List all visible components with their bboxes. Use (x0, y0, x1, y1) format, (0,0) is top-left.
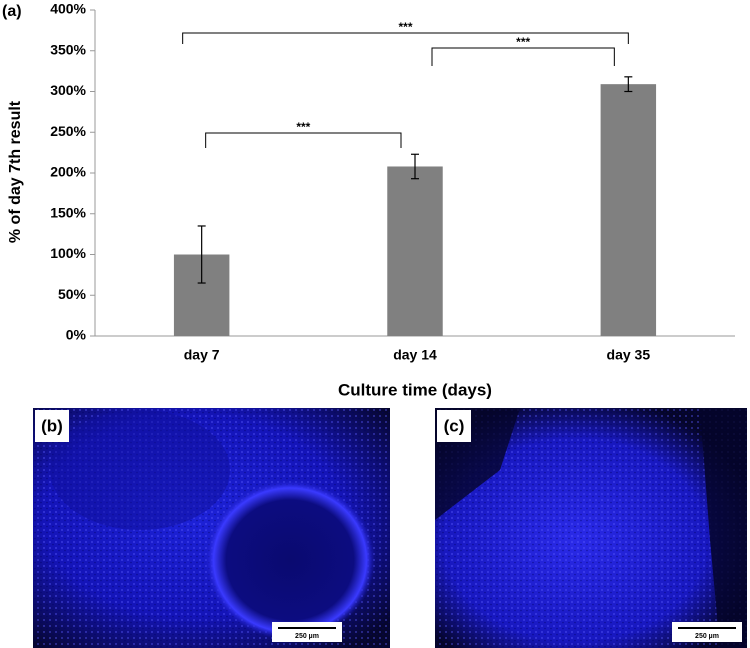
y-axis-label: % of day 7th result (7, 100, 24, 243)
label-box (35, 410, 69, 442)
significance-bracket (182, 32, 629, 44)
cell-cluster (50, 410, 230, 530)
y-tick-label: 300% (50, 82, 86, 98)
x-tick-label: day 7 (184, 347, 220, 363)
plot: 0% 50% 100% 150% 200% 250% 300% 350% 400% day 7 da… (50, 1, 735, 363)
scale-label: 250 µm (695, 633, 719, 640)
y-tick-label: 100% (50, 245, 86, 261)
x-axis-label: Culture time (days) (338, 380, 492, 399)
scale-label: 250 µm (295, 633, 319, 640)
y-tick-label: 50% (58, 286, 87, 302)
significance-label: *** (516, 35, 530, 49)
dark-region (700, 408, 747, 648)
x-tick-label: day 14 (393, 347, 437, 363)
y-tick-label: 200% (50, 164, 86, 180)
image-b: (b) 250 µm (33, 408, 390, 648)
significance-bracket (431, 47, 615, 66)
image-c: (c) 250 µm (435, 408, 747, 648)
x-tick-label: day 35 (607, 347, 651, 363)
panel-label: (c) (444, 416, 465, 435)
y-tick-label: 150% (50, 204, 86, 220)
bar (600, 84, 657, 336)
bar (387, 166, 443, 336)
panel-label: (a) (2, 3, 22, 20)
significance-bracket (205, 132, 402, 148)
y-tick-label: 350% (50, 41, 86, 57)
significance-label: *** (398, 20, 412, 34)
label-box (437, 410, 471, 442)
y-tick-label: 0% (66, 327, 87, 343)
significance-label: *** (296, 120, 310, 134)
y-tick-label: 400% (50, 1, 86, 17)
cell-cluster (205, 480, 375, 640)
y-tick-label: 250% (50, 123, 86, 139)
panel-label: (b) (41, 416, 63, 435)
